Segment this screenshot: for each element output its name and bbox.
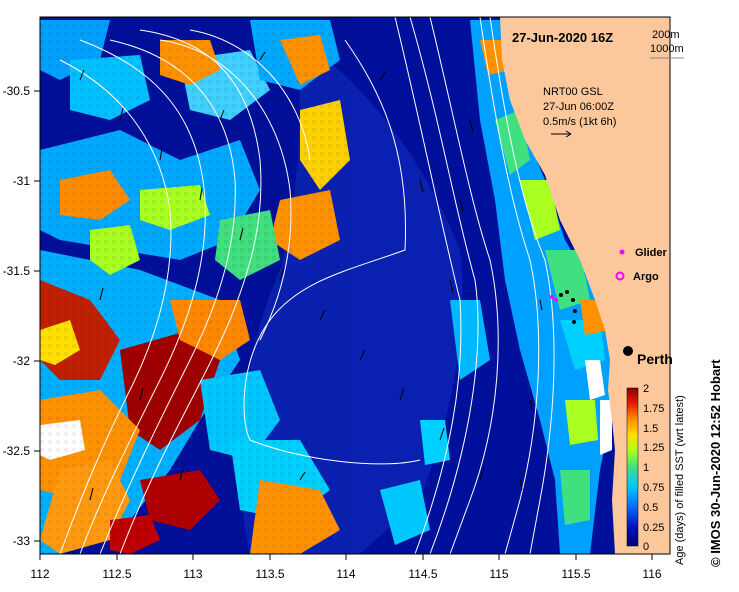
- argo-icon: [615, 271, 625, 281]
- current-product: NRT00 GSL: [543, 86, 603, 98]
- place-label-perth: Perth: [637, 351, 673, 367]
- colorbar-title: Age (days) of filled SST (wrt latest): [674, 395, 686, 565]
- colorbar-tick: 1.25: [643, 442, 664, 454]
- glider-label: Glider: [635, 247, 668, 259]
- bathymetry-contours: [59, 17, 555, 554]
- colorbar: 2 1.75 1.5 1.25 1 0.75 0.5 0.25 0 Age (d…: [626, 383, 686, 565]
- credit-text: © IMOS 30-Jun-2020 12:52 Hobart: [708, 359, 723, 567]
- current-time: 27-Jun 06:00Z: [543, 101, 614, 113]
- coastal-sst-strip: [380, 20, 620, 554]
- lon-tick: 115.5: [561, 567, 590, 581]
- glider-track: [550, 290, 577, 324]
- axis-ticks: [34, 90, 653, 560]
- colorbar-tick: 1.5: [643, 423, 658, 435]
- current-scale: 0.5m/s (1kt 6h): [543, 116, 616, 128]
- lat-tick: -33: [13, 534, 31, 548]
- lon-tick: 114.5: [408, 567, 437, 581]
- lon-tick: 114: [336, 567, 355, 581]
- lon-tick: 113.5: [255, 567, 284, 581]
- current-arrows: [79, 51, 543, 501]
- lon-tick: 115: [489, 567, 508, 581]
- lon-tick: 112: [30, 567, 49, 581]
- colorbar-tick: 0.75: [643, 482, 664, 494]
- perth-marker: [623, 346, 633, 356]
- glider-icon: [619, 249, 625, 255]
- colorbar-tick: 1.75: [643, 403, 664, 415]
- lat-tick: -32: [13, 354, 31, 368]
- argo-legend: Argo: [615, 271, 659, 283]
- colorbar-tick: 1: [643, 462, 649, 474]
- argo-label: Argo: [633, 271, 659, 283]
- colorbar-tick: 0.5: [643, 502, 658, 514]
- glider-legend: Glider: [619, 247, 668, 259]
- western-sst-patches: [40, 17, 350, 554]
- colorbar-tick: 2: [643, 383, 649, 395]
- colorbar-gradient: [626, 387, 639, 547]
- contour-legend-200m: 200m: [652, 29, 680, 41]
- map-body: [40, 17, 670, 554]
- lat-tick: -31.5: [3, 264, 31, 278]
- lat-tick: -31: [13, 174, 31, 188]
- contour-legend-1000m: 1000m: [650, 43, 684, 55]
- lat-tick-labels: -30.5 -31 -31.5 -32 -32.5 -33: [3, 84, 31, 548]
- colorbar-tick: 0.25: [643, 522, 664, 534]
- lat-tick: -30.5: [3, 84, 31, 98]
- lon-tick: 116: [642, 567, 661, 581]
- map-frame: [39, 16, 671, 555]
- colorbar-tick: 0: [643, 541, 649, 553]
- lat-tick: -32.5: [3, 444, 31, 458]
- map-title: 27-Jun-2020 16Z: [512, 30, 613, 45]
- current-scale-arrow: [551, 130, 572, 138]
- lon-tick-labels: 112 112.5 113 113.5 114 114.5 115 115.5 …: [30, 567, 661, 581]
- lon-tick: 113: [183, 567, 202, 581]
- lon-tick: 112.5: [102, 567, 131, 581]
